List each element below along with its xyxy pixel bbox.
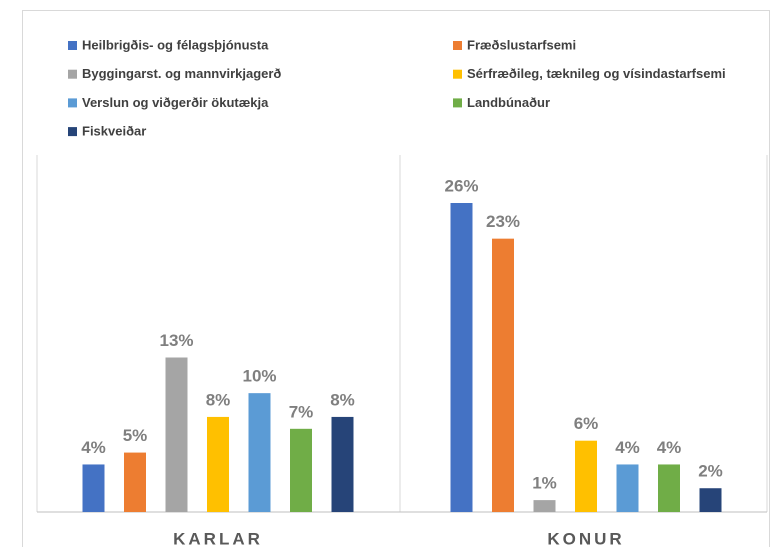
- legend-swatch: [68, 41, 77, 50]
- bar: [533, 500, 556, 512]
- bar: [699, 488, 722, 512]
- value-label: 23%: [486, 212, 520, 231]
- value-label: 8%: [330, 390, 355, 409]
- legend-swatch: [453, 69, 462, 79]
- bar: [290, 428, 312, 512]
- bar: [450, 203, 473, 512]
- value-label: 2%: [698, 462, 723, 481]
- legend-label: Heilbrigðis- og félagsþjónusta: [82, 37, 269, 52]
- bar: [658, 464, 680, 512]
- value-label: 8%: [206, 390, 231, 409]
- value-label: 26%: [444, 176, 478, 195]
- bar: [331, 416, 354, 512]
- value-label: 4%: [615, 438, 640, 457]
- legend-label: Byggingarst. og mannvirkjagerð: [82, 66, 281, 81]
- value-label: 7%: [289, 402, 314, 421]
- value-label: 1%: [532, 474, 557, 493]
- legend-label: Landbúnaður: [467, 95, 550, 110]
- value-label: 6%: [574, 414, 599, 433]
- bar: [616, 464, 639, 512]
- value-label: 4%: [81, 438, 106, 457]
- bar: [207, 416, 229, 512]
- legend-label: Sérfræðileg, tæknileg og vísindastarfsem…: [467, 66, 726, 81]
- category-label: KONUR: [547, 529, 624, 547]
- legend-label: Verslun og viðgerðir ökutækja: [82, 95, 269, 110]
- legend-swatch: [68, 98, 77, 108]
- legend-swatch: [453, 41, 462, 50]
- value-label: 13%: [159, 331, 193, 350]
- legend-swatch: [68, 127, 77, 137]
- bar: [165, 357, 188, 512]
- bar: [492, 238, 514, 512]
- value-label: 4%: [657, 438, 682, 457]
- value-label: 5%: [123, 426, 148, 445]
- chart-frame: [22, 10, 770, 547]
- bar: [124, 452, 146, 512]
- category-label: KARLAR: [173, 529, 263, 547]
- legend-swatch: [453, 98, 462, 108]
- legend-label: Fræðslustarfsemi: [467, 37, 576, 52]
- legend-swatch: [68, 69, 77, 79]
- bar: [82, 464, 105, 512]
- value-label: 10%: [242, 367, 276, 386]
- legend-label: Fiskveiðar: [82, 124, 146, 139]
- bar: [248, 393, 271, 512]
- bar: [575, 440, 597, 512]
